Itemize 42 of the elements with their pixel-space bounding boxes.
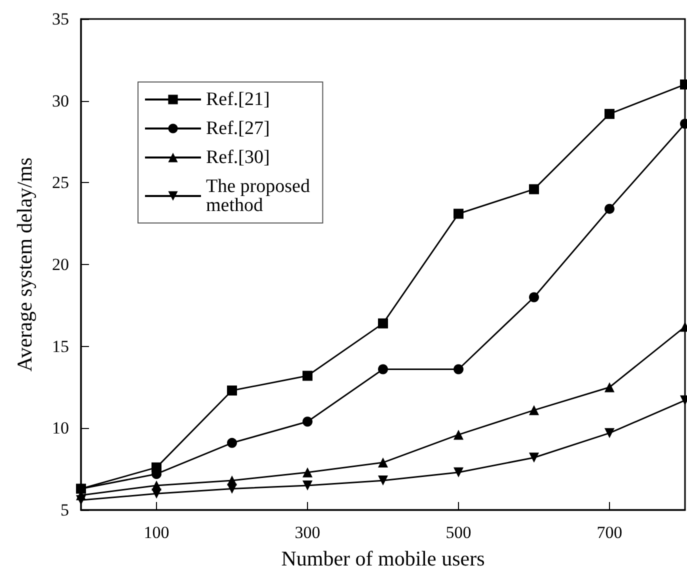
point [454,467,464,478]
y-tick-label: 15 [52,336,69,356]
point [604,204,614,214]
point [378,476,388,486]
point [302,370,312,381]
y-tick-label: 30 [52,91,69,110]
point [529,184,539,194]
point [454,364,464,374]
point [302,480,312,490]
point [454,208,464,219]
point [378,458,388,468]
point [529,405,539,416]
point [76,495,86,506]
y-tick-label: 5 [60,500,69,520]
point [454,430,464,440]
y-axis-title: Average system delay/ms [12,157,36,372]
x-tick-label: 100 [144,523,170,542]
y-tick-label: 35 [52,10,69,28]
point [604,428,614,438]
y-tick-label: 20 [52,255,69,274]
point [378,364,388,374]
point [227,386,237,396]
point [302,416,312,427]
point [529,452,539,463]
x-tick-label: 300 [294,523,320,542]
legend-label: Ref.[27] [206,118,270,139]
y-tick-label: 10 [52,418,69,438]
legend-label: Ref.[21] [206,89,270,110]
point [227,438,237,448]
point [227,484,237,494]
point [529,292,539,302]
point [302,467,312,478]
x-tick-label: 500 [446,523,472,542]
legend-label: Ref.[30] [206,147,270,168]
point [152,488,162,499]
y-tick-label: 25 [52,173,69,192]
point [604,108,614,119]
point [378,318,388,328]
x-tick-label: 700 [596,523,622,542]
x-axis-title: Number of mobile users [281,546,485,570]
legend-label: The proposed method [206,176,315,216]
point [604,382,614,392]
